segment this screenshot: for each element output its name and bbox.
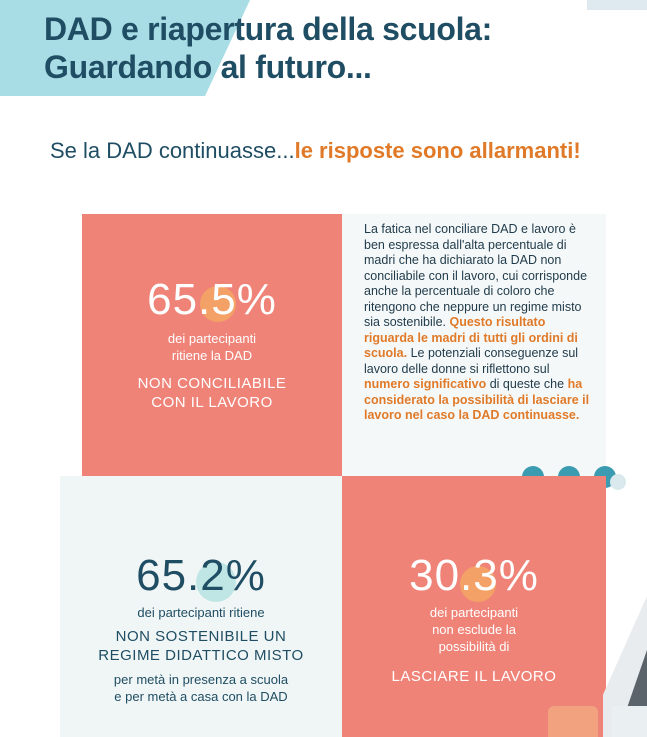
illustration-fragment [612,706,647,737]
stat-desc-line: dei partecipanti [429,605,519,620]
explanation-highlight: Questo risultato riguarda le madri di tu… [364,315,578,360]
stat-desc-line: ritiene la DAD [171,348,253,363]
stat-desc: dei partecipanti ritiene [137,605,265,620]
stat-caps: NON SOSTENIBILE UN REGIME DIDATTICO MIST… [60,627,342,665]
stat-desc: dei partecipanti non esclude la possibil… [342,604,606,655]
explanation-highlight: ha considerato la possibilità di lasciar… [364,377,590,422]
stat-sub: per metà in presenza a scuola e per metà… [60,671,342,705]
stat-desc-line: non esclude la [432,622,516,637]
dot-decoration-faint [610,474,626,490]
stat-caps-line: CON IL LAVORO [151,394,273,411]
stat-value: 65.2% [136,551,266,600]
stat-panel-leave-job: 30.3% dei partecipanti non esclude la po… [342,476,606,737]
stat-caps-line: REGIME DIDATTICO MISTO [98,647,304,664]
explanation-highlight: numero significativo [364,377,487,391]
stat-caps-line: NON CONCILIABILE [137,375,287,392]
decorative-blob [460,566,496,602]
illustration-fragment [548,706,598,737]
stat-desc-line: dei partecipanti [167,331,257,346]
stat-sub-line: e per metà a casa con la DAD [114,689,288,704]
stat-desc: dei partecipanti ritiene la DAD [82,330,342,364]
header-decoration [0,0,250,96]
page-title: DAD e riapertura della scuola: Guardando… [44,10,492,86]
decorative-blob [196,562,236,602]
stat-desc-line: possibilità di [438,639,510,654]
title-line-1: DAD e riapertura della scuola: [44,11,493,47]
stat-caps-line: NON SOSTENIBILE UN [115,628,287,645]
subtitle-accent: le risposte sono allarmanti! [294,138,581,163]
stat-panel-not-sustainable: 65.2% dei partecipanti ritiene NON SOSTE… [60,476,342,737]
stat-caps: NON CONCILIABILE CON IL LAVORO [82,374,342,412]
explanation-text: La fatica nel conciliare DAD e lavoro è … [364,222,596,424]
decorative-blob [200,286,236,322]
stat-caps: LASCIARE IL LAVORO [391,668,557,685]
corner-decoration [587,0,647,10]
explanation-p1: La fatica nel conciliare DAD e lavoro è … [364,222,588,329]
title-line-2: Guardando al futuro... [44,49,372,85]
subtitle: Se la DAD continuasse...le risposte sono… [50,138,581,164]
stat-value: 30.3% [409,551,539,600]
subtitle-plain: Se la DAD continuasse... [50,138,295,163]
stat-panel-not-conciliable: 65.5% dei partecipanti ritiene la DAD NO… [82,214,342,476]
explanation-p2-b: di queste che [486,377,568,391]
stat-sub-line: per metà in presenza a scuola [113,672,289,687]
explanation-p2-a: Le potenziali conseguenze sul lavoro del… [364,346,579,376]
explanation-panel [342,214,606,476]
stat-value: 65.5% [147,275,277,324]
